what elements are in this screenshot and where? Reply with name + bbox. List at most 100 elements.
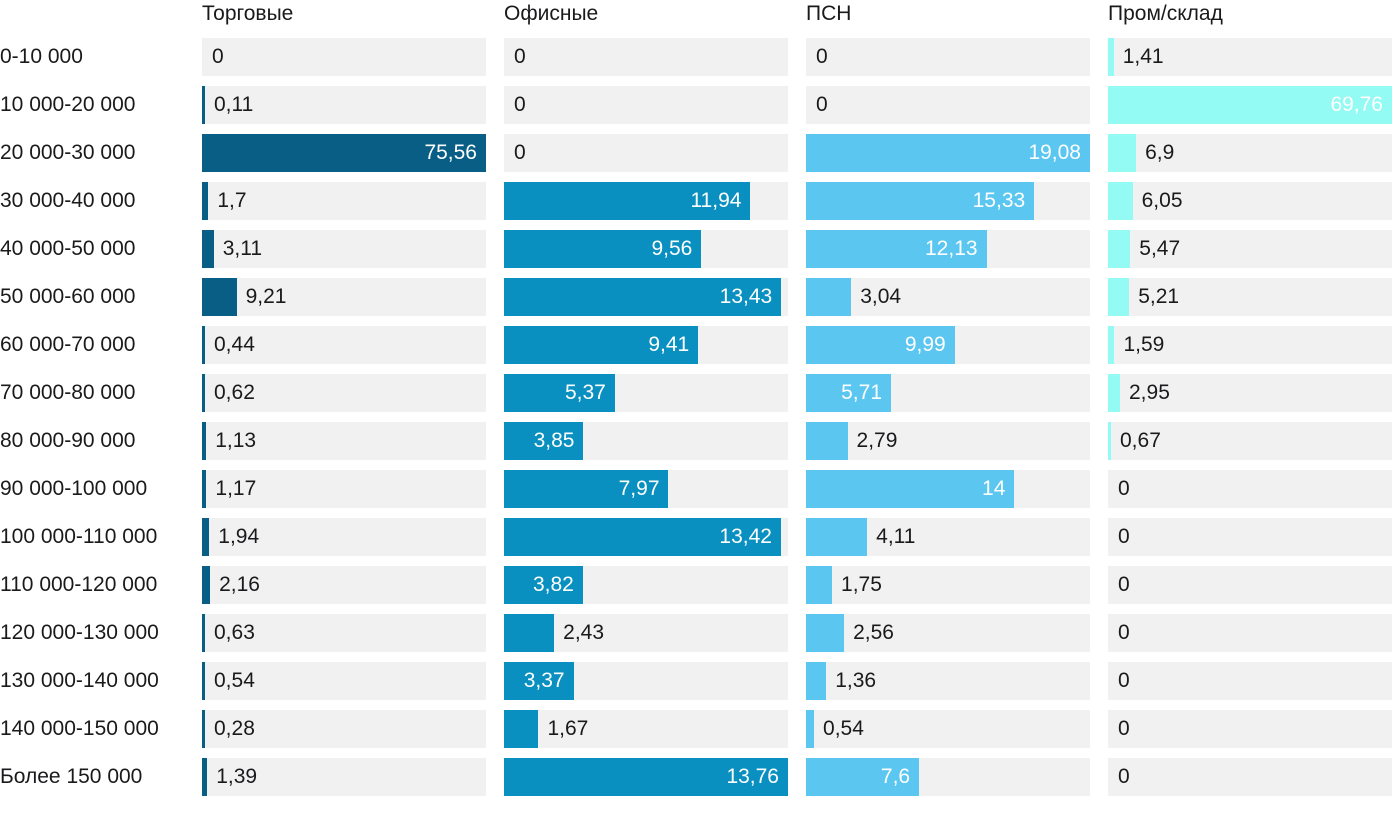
bar-track: 0,54	[806, 710, 1090, 748]
bar-track: 0	[806, 86, 1090, 124]
bar	[202, 374, 205, 412]
category-label: 80 000-90 000	[0, 429, 136, 452]
value-label: 3,04	[860, 285, 902, 308]
bar-track: 0	[1108, 566, 1392, 604]
value-label: 1,7	[217, 189, 247, 212]
value-label: 2,79	[856, 429, 898, 452]
bar	[806, 278, 852, 316]
value-label: 5,21	[1138, 285, 1180, 308]
bar-track: 0	[1108, 710, 1392, 748]
bar	[806, 470, 1015, 508]
bar-track: 9,56	[504, 230, 788, 268]
bar	[504, 182, 751, 220]
bar	[806, 662, 827, 700]
value-label: 0	[1118, 765, 1130, 788]
bar-track: 3,82	[504, 566, 788, 604]
bar	[806, 230, 987, 268]
category-label: 30 000-40 000	[0, 189, 136, 212]
value-label: 12,13	[925, 237, 978, 260]
bar-track: 0	[806, 38, 1090, 76]
bar	[202, 614, 205, 652]
bar-track: 1,13	[202, 422, 486, 460]
value-label: 13,43	[719, 285, 773, 308]
bar	[202, 230, 214, 268]
value-label: 6,05	[1141, 189, 1183, 212]
value-label: 69,76	[1330, 93, 1383, 116]
bar	[504, 326, 699, 364]
bar-track: 7,97	[504, 470, 788, 508]
bar-track: 2,43	[504, 614, 788, 652]
bar-track: 2,95	[1108, 374, 1392, 412]
value-label: 6,9	[1145, 141, 1175, 164]
bar-track: 5,47	[1108, 230, 1392, 268]
chart-row: 120 000-130 000 0,63 2,43 2,56 0	[0, 614, 1392, 652]
category-label: 50 000-60 000	[0, 285, 136, 308]
bar	[202, 566, 211, 604]
bar	[202, 470, 207, 508]
bar-track: 0,11	[202, 86, 486, 124]
bar-track: 5,71	[806, 374, 1090, 412]
bar-track: 1,36	[806, 662, 1090, 700]
bar	[1108, 86, 1392, 124]
bar-track: 14	[806, 470, 1090, 508]
bar	[806, 710, 815, 748]
value-label: 5,37	[564, 381, 606, 404]
value-label: 3,82	[532, 573, 574, 596]
bar-track: 0	[1108, 470, 1392, 508]
value-label: 1,75	[841, 573, 882, 596]
value-label: 1,59	[1123, 333, 1165, 356]
bar-track: 0	[504, 134, 788, 172]
category-label: 20 000-30 000	[0, 141, 136, 164]
chart-row: 80 000-90 000 1,13 3,85 2,79 0,67	[0, 422, 1392, 460]
chart-rows: 0-10 000 0 0 0 1,41 10 000-20 000 0,11 0 0 69,76 2…	[0, 38, 1392, 796]
value-label: 3,11	[222, 237, 263, 260]
category-label: 140 000-150 000	[0, 717, 159, 740]
bar	[202, 182, 209, 220]
bar-track: 12,13	[806, 230, 1090, 268]
bar-track: 11,94	[504, 182, 788, 220]
bar-track: 1,94	[202, 518, 486, 556]
bar-track: 3,11	[202, 230, 486, 268]
series-header-psn: ПСН	[806, 2, 852, 25]
value-label: 1,13	[215, 429, 257, 452]
bar	[806, 614, 845, 652]
value-label: 13,76	[726, 765, 779, 788]
value-label: 9,56	[651, 237, 693, 260]
value-label: 9,41	[648, 333, 690, 356]
chart-row: 90 000-100 000 1,17 7,97 14 0	[0, 470, 1392, 508]
value-label: 0	[514, 93, 526, 116]
value-label: 0,44	[214, 333, 255, 356]
bar-track: 1,75	[806, 566, 1090, 604]
bar-track: 0,44	[202, 326, 486, 364]
bar	[806, 182, 1035, 220]
bar	[806, 422, 848, 460]
value-label: 14	[982, 477, 1006, 500]
chart-row: 60 000-70 000 0,44 9,41 9,99 1,59	[0, 326, 1392, 364]
bar-track: 9,21	[202, 278, 486, 316]
category-label: 90 000-100 000	[0, 477, 148, 500]
value-label: 0	[1118, 573, 1130, 596]
value-label: 0,28	[214, 717, 255, 740]
bar	[504, 470, 669, 508]
chart-row: 0-10 000 0 0 0 1,41	[0, 38, 1392, 76]
value-label: 0	[514, 45, 526, 68]
bar	[202, 422, 207, 460]
value-label: 3,85	[533, 429, 575, 452]
bar-track: 0	[1108, 518, 1392, 556]
bar-track: 1,39	[202, 758, 486, 796]
bar-track: 5,37	[504, 374, 788, 412]
bar	[1108, 374, 1120, 412]
value-label: 5,47	[1139, 237, 1181, 260]
value-label: 0	[1118, 669, 1130, 692]
bar-track: 7,6	[806, 758, 1090, 796]
chart-row: 110 000-120 000 2,16 3,82 1,75 0	[0, 566, 1392, 604]
value-label: 0	[514, 141, 526, 164]
bar-track: 0	[202, 38, 486, 76]
bar	[202, 758, 208, 796]
bar	[1108, 182, 1133, 220]
bar-track: 2,79	[806, 422, 1090, 460]
bar-track: 13,43	[504, 278, 788, 316]
bar-track: 0	[1108, 758, 1392, 796]
value-label: 9,99	[904, 333, 946, 356]
value-label: 15,33	[972, 189, 1026, 212]
